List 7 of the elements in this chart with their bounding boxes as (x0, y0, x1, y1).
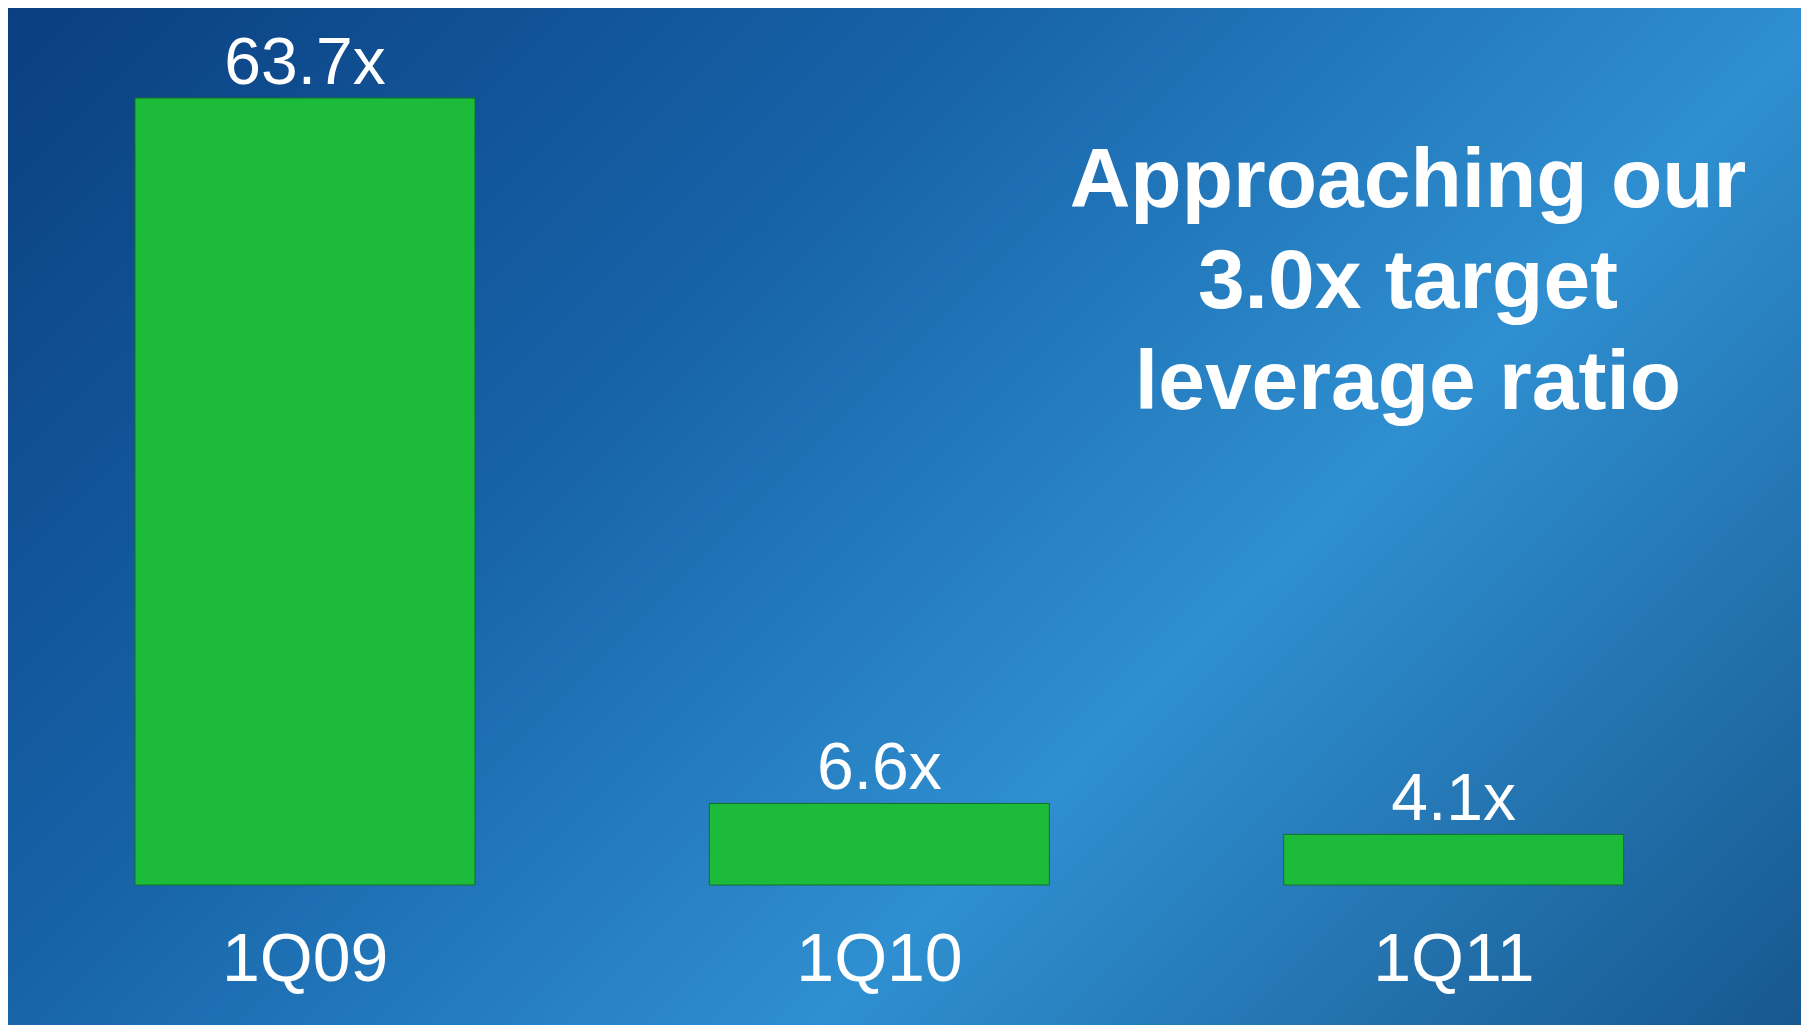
data-label: 63.7x (224, 24, 386, 98)
annotation: Approaching our 3.0x target leverage ratio (1068, 130, 1748, 429)
x-tick-label: 1Q11 (1373, 919, 1535, 996)
data-label: 4.1x (1391, 760, 1517, 835)
x-tick-label: 1Q09 (221, 919, 389, 996)
data-label: 6.6x (816, 729, 942, 804)
x-tick-label: 1Q10 (796, 919, 963, 996)
